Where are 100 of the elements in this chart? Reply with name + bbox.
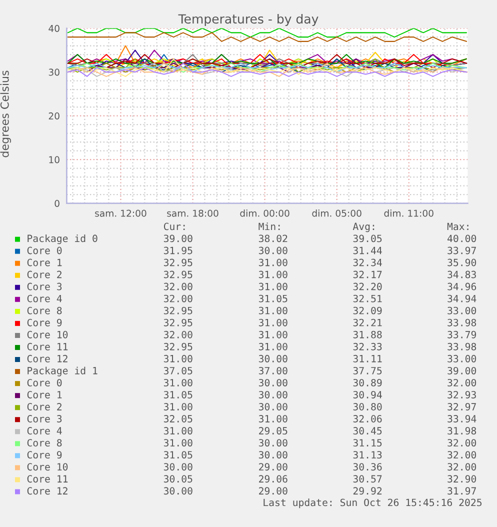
text: 37.00 <box>258 366 288 374</box>
text: 33.97 <box>448 246 476 254</box>
text: 32.00 <box>164 282 192 290</box>
legend-label: Core 0 <box>27 246 62 254</box>
legend-label: Core 8 <box>27 439 62 447</box>
text: 31.00 <box>258 342 288 350</box>
text: 31.00 <box>258 258 288 266</box>
text: 31.00 <box>258 318 288 326</box>
text: 31.00 <box>258 415 288 422</box>
text: 32.51 <box>353 294 382 302</box>
text: 31.11 <box>353 354 382 362</box>
text: 32.33 <box>353 342 382 350</box>
text: 31.00 <box>258 330 288 338</box>
line-series <box>67 54 468 68</box>
text: 31.13 <box>353 451 382 459</box>
text: 31.44 <box>353 246 382 254</box>
legend-label: Core 1 <box>27 258 62 266</box>
text: 30.05 <box>164 475 192 483</box>
text: 30.00 <box>258 390 288 398</box>
text: 30.57 <box>353 475 382 483</box>
text: 30.94 <box>353 390 382 398</box>
text: 32.00 <box>448 463 476 471</box>
text: 31.00 <box>258 282 288 290</box>
legend-label: Core 3 <box>27 415 62 422</box>
text: Last update: Sun Oct 26 15:45:16 2025 <box>264 498 482 508</box>
text: 31.00 <box>164 378 192 386</box>
text: 30.00 <box>258 354 288 362</box>
legend-label: Core 12 <box>27 487 68 495</box>
legend-label: Package id 1 <box>28 366 98 376</box>
text: Max: <box>447 222 468 230</box>
x-tick-label: dim. 05:00 <box>312 210 362 217</box>
text: 32.00 <box>164 330 192 338</box>
text: 31.15 <box>353 439 382 447</box>
text: 33.98 <box>448 318 476 326</box>
text: Cur: <box>164 222 185 230</box>
text: 31.88 <box>353 330 382 338</box>
x-tick-label: sam. 12:00 <box>95 210 146 217</box>
legend-label: Core 2 <box>27 403 62 410</box>
text: 33.94 <box>448 415 476 422</box>
y-tick-label: 20 <box>48 112 60 120</box>
text: 31.00 <box>258 306 288 314</box>
text: 30.00 <box>164 487 192 495</box>
text: 32.05 <box>164 415 192 422</box>
text: 32.34 <box>353 258 382 266</box>
text: 29.00 <box>259 463 288 471</box>
text: 37.75 <box>353 366 382 374</box>
text: 30.80 <box>353 403 382 410</box>
legend-label: Core 12 <box>27 354 68 362</box>
text: 29.05 <box>259 427 288 435</box>
text: 30.89 <box>353 378 382 386</box>
text: 31.05 <box>164 390 192 398</box>
text: 38.02 <box>258 234 288 242</box>
chart-title: Temperatures - by day <box>178 14 318 26</box>
legend-label: Core 9 <box>27 318 62 326</box>
text: 32.90 <box>448 475 476 483</box>
text: 35.90 <box>448 258 476 266</box>
text: 32.93 <box>448 390 476 398</box>
text: 33.00 <box>448 354 476 362</box>
text: 32.95 <box>164 342 192 350</box>
text: 29.00 <box>259 487 288 495</box>
text: 32.00 <box>448 378 476 386</box>
text: 30.00 <box>258 451 288 459</box>
text: 32.09 <box>353 306 382 314</box>
x-tick-label: sam. 18:00 <box>167 210 218 217</box>
x-tick-label: dim. 00:00 <box>240 210 290 217</box>
legend-label: Core 10 <box>27 330 68 338</box>
text: 33.98 <box>448 342 476 350</box>
text: 30.00 <box>258 246 288 254</box>
text: 32.00 <box>164 294 192 302</box>
text: 31.00 <box>164 354 192 362</box>
text: Avg: <box>352 222 374 232</box>
text: 32.95 <box>164 270 192 278</box>
legend-label: Core 4 <box>27 294 62 302</box>
text: 30.00 <box>258 378 288 386</box>
text: 31.97 <box>448 487 476 495</box>
text: 30.00 <box>164 463 192 471</box>
line-series <box>67 58 468 77</box>
text: 39.05 <box>353 234 382 242</box>
text: 30.00 <box>258 403 288 410</box>
text: 31.98 <box>448 427 476 435</box>
legend-label: Core 9 <box>27 451 62 459</box>
legend-label: Core 1 <box>27 390 62 398</box>
y-tick-label: 10 <box>49 156 60 164</box>
text: 40.00 <box>447 234 476 242</box>
legend-label: Core 2 <box>27 270 62 278</box>
text: Min: <box>258 222 280 230</box>
text: 32.06 <box>353 415 382 422</box>
text: 31.00 <box>164 439 192 447</box>
text: 34.83 <box>448 270 476 278</box>
text: 29.92 <box>353 487 382 495</box>
text: 32.97 <box>448 403 476 410</box>
text: 32.95 <box>164 306 192 314</box>
text: 37.05 <box>164 366 192 374</box>
text: 30.00 <box>258 439 288 447</box>
text: 32.17 <box>353 270 382 278</box>
text: 39.00 <box>164 234 192 242</box>
text: 31.05 <box>258 294 288 302</box>
text: 32.95 <box>164 258 192 266</box>
legend-label: Core 11 <box>27 475 68 483</box>
text: 39.00 <box>448 366 476 374</box>
